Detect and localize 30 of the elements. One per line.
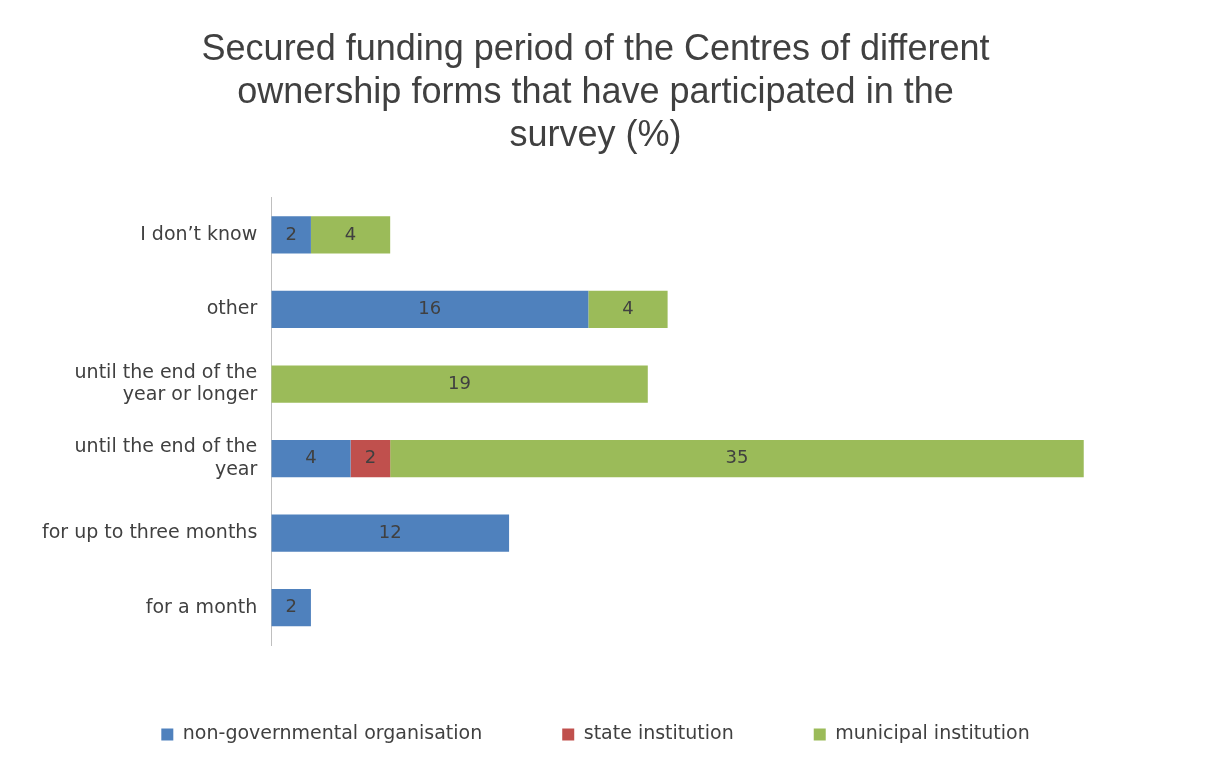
bar: [271, 365, 648, 403]
legend-label: municipal institution: [835, 721, 1030, 744]
data-label: 12: [378, 520, 402, 542]
bar: [310, 216, 391, 254]
legend-label: non-governmental organisation: [182, 721, 483, 744]
bar: [350, 439, 391, 478]
bar: [271, 439, 351, 478]
bar: [271, 290, 589, 329]
data-label: 35: [725, 446, 749, 468]
bar: [271, 216, 311, 254]
data-label: 4: [622, 297, 634, 319]
data-label: 2: [285, 222, 297, 244]
data-label: 2: [364, 446, 377, 468]
data-label: 4: [344, 222, 357, 244]
bar: [271, 514, 510, 552]
data-label: 4: [305, 446, 317, 468]
y-tick-label: other: [206, 296, 258, 319]
bar: [588, 290, 668, 329]
legend-label: state institution: [583, 721, 734, 744]
chart-title: Secured funding period of the Centres of different ownership forms that have participated in the survey (%): [201, 26, 990, 154]
data-label: 19: [448, 371, 471, 393]
y-tick-label: until the end of the year or longer: [74, 359, 258, 405]
bar: [271, 589, 311, 627]
bar: [390, 439, 1084, 478]
y-tick-label: until the end of the year: [74, 434, 258, 479]
y-tick-label: for a month: [145, 594, 258, 617]
data-label: 16: [418, 297, 442, 319]
data-label: 2: [285, 595, 297, 617]
y-tick-label: for up to three months: [41, 520, 258, 543]
y-tick-label: I don’t know: [140, 221, 258, 244]
